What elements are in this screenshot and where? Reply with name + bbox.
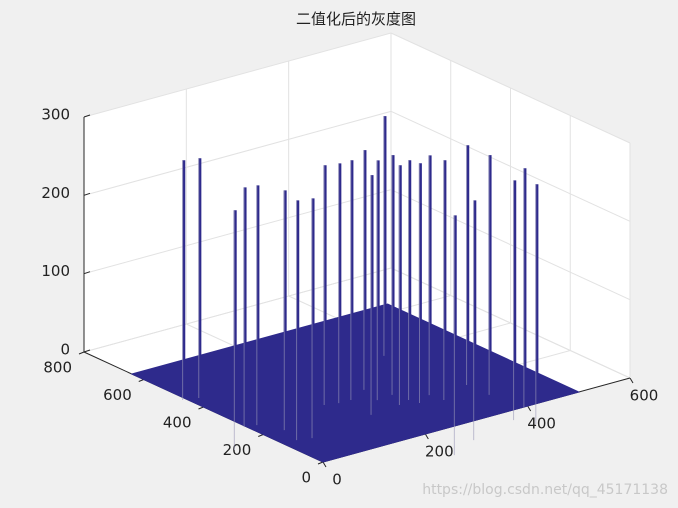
x-tick-label: 600 xyxy=(630,387,659,405)
y-tick-label: 600 xyxy=(103,386,132,404)
y-tick-label: 200 xyxy=(223,441,252,459)
tick-mark xyxy=(424,433,429,440)
x-tick-label: 200 xyxy=(425,443,454,461)
grid-line xyxy=(390,110,631,222)
tick-mark xyxy=(527,405,532,412)
z-tick-label: 100 xyxy=(41,262,70,280)
x-tick-label: 0 xyxy=(332,471,342,489)
tick-mark xyxy=(83,192,91,196)
grid-line xyxy=(83,32,392,118)
chart-title: 二值化后的灰度图 xyxy=(296,10,416,28)
tick-mark xyxy=(83,349,91,353)
grid-line xyxy=(390,32,631,144)
tick-mark xyxy=(78,351,85,355)
tick-mark xyxy=(258,434,264,437)
z-tick-label: 300 xyxy=(41,106,70,124)
tick-mark xyxy=(83,271,91,275)
y-tick-label: 400 xyxy=(163,414,192,432)
tick-mark xyxy=(322,461,327,468)
z-tick-label: 0 xyxy=(60,341,70,359)
tick-mark xyxy=(629,377,634,384)
grid-line xyxy=(83,110,392,196)
y-tick-label: 0 xyxy=(301,469,311,487)
tick-mark xyxy=(138,379,144,382)
tick-mark xyxy=(317,461,324,465)
watermark: https://blog.csdn.net/qq_45171138 xyxy=(422,482,668,498)
tick-mark xyxy=(198,406,204,410)
tick-mark xyxy=(83,114,91,118)
y-tick-label: 800 xyxy=(43,359,72,377)
x-tick-label: 400 xyxy=(527,415,556,433)
z-tick-label: 200 xyxy=(41,184,70,202)
